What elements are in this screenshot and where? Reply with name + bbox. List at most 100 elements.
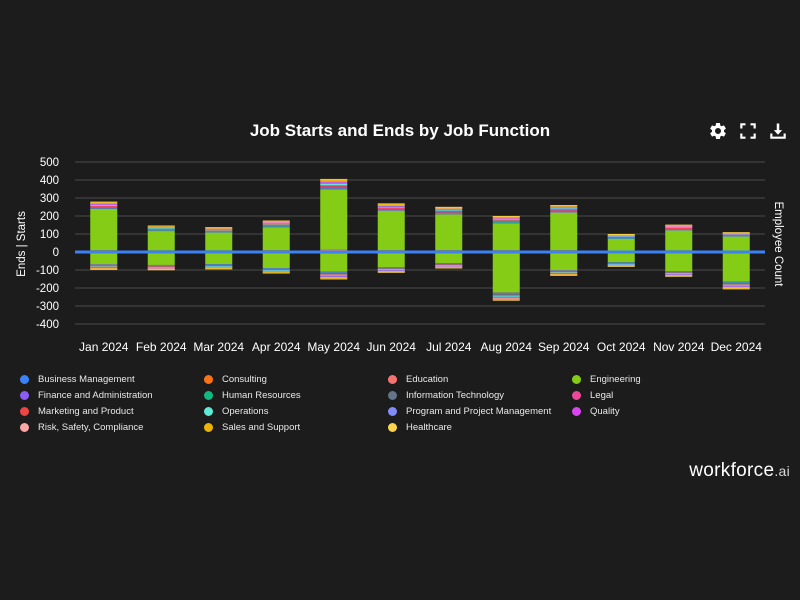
bar-group[interactable] bbox=[607, 234, 635, 267]
bar-start-segment[interactable] bbox=[147, 228, 175, 229]
bar-start-segment[interactable] bbox=[262, 221, 290, 223]
bar-end-segment[interactable] bbox=[147, 264, 175, 266]
fullscreen-icon[interactable] bbox=[738, 121, 758, 141]
download-icon[interactable] bbox=[768, 121, 788, 141]
bar-end-segment[interactable] bbox=[147, 269, 175, 271]
bar-start-segment[interactable] bbox=[550, 205, 578, 207]
bar-end-segment[interactable] bbox=[550, 272, 578, 274]
bar-start-segment[interactable] bbox=[90, 201, 118, 203]
bar-start-segment[interactable] bbox=[377, 205, 405, 207]
bar-start-segment[interactable] bbox=[205, 230, 233, 232]
bar-start-segment[interactable] bbox=[492, 218, 520, 220]
bar-end-segment[interactable] bbox=[722, 253, 750, 282]
bar-end-segment[interactable] bbox=[320, 274, 348, 276]
bar-start-segment[interactable] bbox=[377, 206, 405, 208]
bar-start-segment[interactable] bbox=[722, 236, 750, 251]
bar-group[interactable] bbox=[435, 206, 463, 269]
bar-start-segment[interactable] bbox=[377, 207, 405, 209]
bar-start-segment[interactable] bbox=[90, 202, 118, 204]
bar-start-segment[interactable] bbox=[147, 230, 175, 231]
bar-end-segment[interactable] bbox=[90, 268, 118, 270]
bar-end-segment[interactable] bbox=[435, 263, 463, 264]
bar-start-segment[interactable] bbox=[435, 211, 463, 212]
bar-start-segment[interactable] bbox=[492, 216, 520, 218]
bar-start-segment[interactable] bbox=[90, 203, 118, 205]
bar-end-segment[interactable] bbox=[722, 253, 750, 255]
bar-start-segment[interactable] bbox=[550, 209, 578, 211]
bar-start-segment[interactable] bbox=[90, 205, 118, 206]
bar-end-segment[interactable] bbox=[262, 271, 290, 273]
bar-start-segment[interactable] bbox=[550, 212, 578, 251]
bar-end-segment[interactable] bbox=[492, 253, 520, 293]
bar-start-segment[interactable] bbox=[262, 220, 290, 222]
bar-start-segment[interactable] bbox=[492, 220, 520, 222]
bar-start-segment[interactable] bbox=[435, 208, 463, 210]
bar-start-segment[interactable] bbox=[550, 207, 578, 208]
bar-start-segment[interactable] bbox=[147, 225, 175, 227]
bar-start-segment[interactable] bbox=[435, 213, 463, 215]
bar-end-segment[interactable] bbox=[722, 287, 750, 289]
bar-end-segment[interactable] bbox=[722, 288, 750, 290]
legend-item[interactable]: Information Technology bbox=[388, 389, 572, 401]
bar-end-segment[interactable] bbox=[492, 293, 520, 295]
bar-end-segment[interactable] bbox=[90, 265, 118, 267]
bar-start-segment[interactable] bbox=[377, 205, 405, 207]
bar-group[interactable] bbox=[377, 203, 405, 273]
bar-start-segment[interactable] bbox=[665, 225, 693, 226]
bar-start-segment[interactable] bbox=[435, 209, 463, 211]
bar-end-segment[interactable] bbox=[90, 267, 118, 268]
legend-item[interactable]: Legal bbox=[572, 389, 756, 401]
bar-end-segment[interactable] bbox=[492, 253, 520, 255]
bar-end-segment[interactable] bbox=[377, 271, 405, 273]
bar-start-segment[interactable] bbox=[262, 226, 290, 228]
bar-end-segment[interactable] bbox=[435, 265, 463, 267]
bar-start-segment[interactable] bbox=[90, 206, 118, 208]
bar-end-segment[interactable] bbox=[550, 274, 578, 276]
bar-end-segment[interactable] bbox=[205, 264, 233, 266]
bar-start-segment[interactable] bbox=[492, 217, 520, 219]
bar-start-segment[interactable] bbox=[262, 221, 290, 222]
bar-end-segment[interactable] bbox=[90, 253, 118, 265]
legend-item[interactable]: Engineering bbox=[572, 373, 756, 385]
bar-start-segment[interactable] bbox=[722, 233, 750, 234]
bar-start-segment[interactable] bbox=[665, 228, 693, 230]
bar-end-segment[interactable] bbox=[377, 268, 405, 269]
bar-start-segment[interactable] bbox=[205, 229, 233, 231]
legend-item[interactable]: Program and Project Management bbox=[388, 405, 572, 417]
bar-end-segment[interactable] bbox=[665, 271, 693, 273]
bar-start-segment[interactable] bbox=[607, 236, 635, 238]
legend-item[interactable]: Sales and Support bbox=[204, 421, 388, 433]
bar-start-segment[interactable] bbox=[377, 203, 405, 206]
bar-start-segment[interactable] bbox=[205, 228, 233, 230]
bar-start-segment[interactable] bbox=[550, 209, 578, 211]
bar-start-segment[interactable] bbox=[435, 212, 463, 213]
bar-end-segment[interactable] bbox=[320, 275, 348, 277]
bar-start-segment[interactable] bbox=[435, 211, 463, 213]
bar-end-segment[interactable] bbox=[147, 253, 175, 265]
bar-start-segment[interactable] bbox=[550, 205, 578, 206]
bar-start-segment[interactable] bbox=[607, 237, 635, 239]
bar-group[interactable] bbox=[90, 201, 118, 270]
bar-end-segment[interactable] bbox=[377, 269, 405, 271]
bar-end-segment[interactable] bbox=[320, 272, 348, 274]
bar-end-segment[interactable] bbox=[722, 286, 750, 288]
bar-start-segment[interactable] bbox=[90, 208, 118, 251]
bar-end-segment[interactable] bbox=[205, 264, 233, 265]
bar-end-segment[interactable] bbox=[665, 275, 693, 277]
legend-item[interactable]: Operations bbox=[204, 405, 388, 417]
bar-start-segment[interactable] bbox=[90, 203, 118, 205]
bar-end-segment[interactable] bbox=[665, 275, 693, 277]
bar-start-segment[interactable] bbox=[722, 232, 750, 233]
bar-end-segment[interactable] bbox=[205, 267, 233, 269]
bar-start-segment[interactable] bbox=[90, 207, 118, 209]
bar-start-segment[interactable] bbox=[722, 234, 750, 236]
bar-start-segment[interactable] bbox=[320, 182, 348, 184]
bar-start-segment[interactable] bbox=[492, 222, 520, 224]
bar-end-segment[interactable] bbox=[435, 253, 463, 264]
bar-end-segment[interactable] bbox=[492, 294, 520, 295]
bar-start-segment[interactable] bbox=[147, 226, 175, 228]
gear-icon[interactable] bbox=[708, 121, 728, 141]
bar-start-segment[interactable] bbox=[320, 188, 348, 190]
bar-start-segment[interactable] bbox=[665, 227, 693, 229]
bar-start-segment[interactable] bbox=[492, 218, 520, 219]
